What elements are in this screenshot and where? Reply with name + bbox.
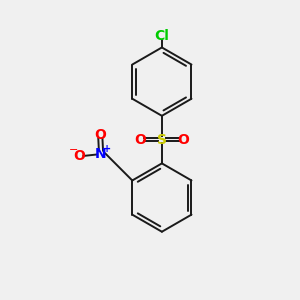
Text: −: − <box>69 145 79 155</box>
Text: O: O <box>74 149 86 163</box>
Text: S: S <box>157 133 167 147</box>
Text: O: O <box>177 133 189 147</box>
Text: Cl: Cl <box>154 28 169 43</box>
Text: O: O <box>94 128 106 142</box>
Text: +: + <box>103 144 112 154</box>
Text: N: N <box>95 148 107 161</box>
Text: O: O <box>135 133 146 147</box>
